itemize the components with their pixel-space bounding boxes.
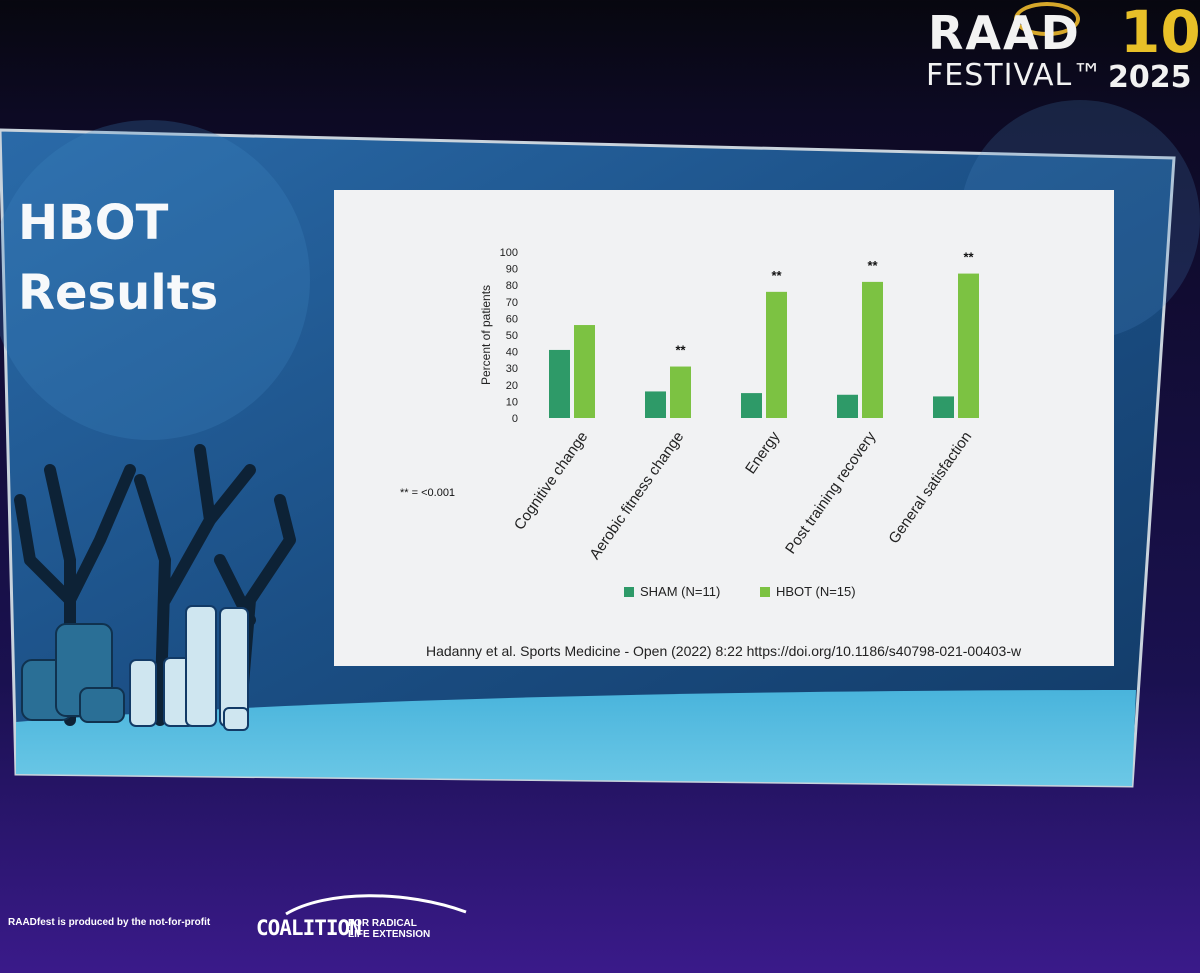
sponge-corals bbox=[21, 623, 125, 723]
footer-credit: RAADfest is produced by the not-for-prof… bbox=[8, 917, 211, 928]
slide-title-line1: HBOT bbox=[18, 195, 169, 251]
bar-chart: 0 10 20 30 40 50 60 70 80 90 100 Percent of patient… bbox=[334, 190, 1114, 666]
chart-panel: 0 10 20 30 40 50 60 70 80 90 100 Percent of patient… bbox=[334, 190, 1114, 666]
bar-sham bbox=[549, 349, 570, 418]
bar-hbot bbox=[766, 291, 787, 418]
bar-sham bbox=[741, 393, 762, 418]
legend-swatch-hbot bbox=[760, 587, 770, 597]
bar-hbot bbox=[862, 281, 883, 418]
slide-title-line2: Results bbox=[18, 265, 219, 321]
bar-sham bbox=[645, 391, 666, 418]
tube-corals bbox=[129, 605, 249, 731]
significance-marker: ** bbox=[675, 343, 686, 358]
citation-text: Hadanny et al. Sports Medicine - Open (2… bbox=[426, 643, 1022, 659]
logo-ring-icon bbox=[1014, 2, 1080, 36]
logo-number: 10 bbox=[1120, 0, 1200, 66]
significance-note: ** = <0.001 bbox=[400, 487, 455, 499]
bar-hbot bbox=[958, 273, 979, 418]
y-tick-label: 30 bbox=[506, 363, 518, 375]
sea-floor bbox=[16, 690, 1136, 786]
logo-festival: FESTIVAL™ bbox=[926, 58, 1104, 93]
y-tick-label: 20 bbox=[506, 380, 518, 392]
y-tick-label: 90 bbox=[506, 264, 518, 276]
logo-year: 2025 bbox=[1108, 60, 1192, 95]
legend-label-hbot: HBOT (N=15) bbox=[776, 584, 856, 599]
bar-hbot bbox=[670, 366, 691, 418]
significance-marker: ** bbox=[963, 250, 974, 265]
chart-background bbox=[334, 190, 1114, 666]
legend-swatch-sham bbox=[624, 587, 634, 597]
significance-marker: ** bbox=[771, 268, 782, 283]
coalition-subtitle: FOR RADICAL LIFE EXTENSION bbox=[348, 918, 430, 940]
coalition-logo: COALITION FOR RADICAL LIFE EXTENSION bbox=[256, 888, 476, 948]
y-tick-label: 100 bbox=[500, 247, 518, 259]
y-tick-label: 50 bbox=[506, 330, 518, 342]
coalition-arc-icon bbox=[285, 894, 467, 916]
y-tick-label: 10 bbox=[506, 396, 518, 408]
legend-label-sham: SHAM (N=11) bbox=[640, 584, 720, 599]
y-tick-label: 0 bbox=[512, 413, 518, 425]
significance-marker: ** bbox=[867, 258, 878, 273]
bar-sham bbox=[933, 396, 954, 418]
bar-hbot bbox=[574, 325, 595, 418]
y-axis-label: Percent of patients bbox=[479, 285, 493, 385]
y-tick-label: 70 bbox=[506, 297, 518, 309]
coalition-word: COALITION bbox=[256, 916, 362, 940]
coalition-sub-line2: LIFE EXTENSION bbox=[348, 929, 431, 940]
y-tick-label: 60 bbox=[506, 313, 518, 325]
y-tick-label: 80 bbox=[506, 280, 518, 292]
coalition-sub-line1: FOR RADICAL bbox=[348, 918, 417, 929]
bar-sham bbox=[837, 394, 858, 418]
raad-festival-logo: RAAD 10 FESTIVAL™ 2025 bbox=[922, 0, 1200, 95]
y-tick-label: 40 bbox=[506, 347, 518, 359]
slide-title: HBOT Results bbox=[18, 188, 218, 328]
logo-raad: RAAD bbox=[928, 6, 1081, 60]
